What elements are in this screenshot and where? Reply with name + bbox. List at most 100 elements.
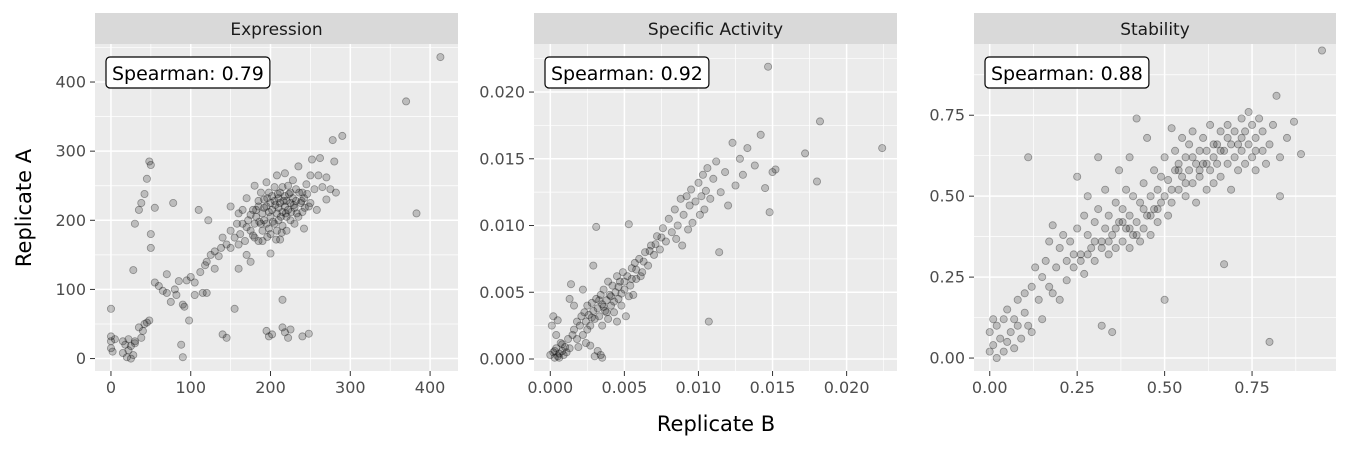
- scatter-point: [1125, 211, 1134, 220]
- scatter-point: [1188, 127, 1197, 136]
- scatter-point: [1132, 114, 1141, 123]
- scatter-point: [561, 342, 570, 351]
- scatter-point: [177, 340, 186, 349]
- scatter-point: [276, 198, 285, 207]
- facet-expression: Expression 0 100 200 300 400 0 100 200 300 400 Spea…: [55, 13, 458, 397]
- spearman-box: [105, 56, 271, 89]
- scatter-point: [1031, 263, 1040, 272]
- scatter-point: [330, 157, 339, 166]
- scatter-point: [1101, 224, 1110, 233]
- scatter-point: [1125, 153, 1134, 162]
- scatter-point: [310, 185, 319, 194]
- scatter-point: [985, 347, 994, 356]
- y-axis-title: Replicate A: [12, 148, 36, 267]
- scatter-point: [1216, 127, 1225, 136]
- scatter-point: [1220, 146, 1229, 155]
- scatter-point: [590, 352, 599, 361]
- scatter-point: [639, 257, 648, 266]
- scatter-point: [584, 310, 593, 319]
- scatter-point: [709, 174, 718, 183]
- scatter-point: [559, 350, 568, 359]
- scatter-point: [107, 344, 116, 353]
- scatter-point: [306, 171, 315, 180]
- scatter-point: [985, 328, 994, 337]
- scatter-point: [318, 183, 327, 192]
- scatter-point: [578, 285, 587, 294]
- y-tick-label: 0.005: [479, 283, 525, 302]
- scatter-point: [1111, 243, 1120, 252]
- scatter-point: [264, 224, 273, 233]
- scatter-point: [570, 301, 579, 310]
- facet-strip: [534, 13, 897, 44]
- scatter-point: [124, 346, 133, 355]
- scatter-point: [294, 162, 303, 171]
- scatter-point: [1167, 124, 1176, 133]
- scatter-point: [816, 117, 825, 126]
- scatter-point: [630, 258, 639, 267]
- scatter-point: [280, 328, 289, 337]
- scatter-point: [735, 154, 744, 163]
- scatter-point: [695, 210, 704, 219]
- x-tick-label: 0.00: [972, 378, 1008, 397]
- scatter-point: [691, 197, 700, 206]
- scatter-point: [587, 313, 596, 322]
- scatter-point: [1188, 179, 1197, 188]
- scatter-point: [570, 325, 579, 334]
- scatter-point: [1195, 166, 1204, 175]
- x-tick-label: 0.005: [601, 378, 647, 397]
- scatter-point: [214, 252, 223, 261]
- scatter-point: [110, 335, 119, 344]
- scatter-point: [272, 226, 281, 235]
- scatter-point: [661, 237, 670, 246]
- x-tick-label: 0.020: [824, 378, 870, 397]
- scatter-point: [1195, 172, 1204, 181]
- y-tick-label: 0.015: [479, 149, 525, 168]
- scatter-point: [602, 296, 611, 305]
- scatter-point: [266, 212, 275, 221]
- scatter-point: [1223, 159, 1232, 168]
- scatter-point: [1258, 146, 1267, 155]
- scatter-point: [638, 268, 647, 277]
- scatter-point: [664, 214, 673, 223]
- scatter-point: [130, 339, 139, 348]
- scatter-point: [190, 290, 199, 299]
- scatter-point: [194, 205, 203, 214]
- scatter-point: [287, 207, 296, 216]
- scatter-point: [1139, 179, 1148, 188]
- scatter-point: [1122, 224, 1131, 233]
- scatter-point: [234, 240, 243, 249]
- facet-strip: [974, 13, 1336, 44]
- scatter-point: [1153, 218, 1162, 227]
- scatter-point: [999, 315, 1008, 324]
- scatter-point: [613, 317, 622, 326]
- scatter-point: [1199, 133, 1208, 142]
- scatter-point: [1297, 150, 1306, 159]
- scatter-point: [264, 188, 273, 197]
- x-tick-label: 400: [415, 378, 446, 397]
- scatter-point: [992, 321, 1001, 330]
- scatter-point: [578, 330, 587, 339]
- scatter-point: [647, 241, 656, 250]
- scatter-point: [624, 220, 633, 229]
- scatter-point: [244, 216, 253, 225]
- scatter-point: [1143, 133, 1152, 142]
- scatter-point: [322, 173, 331, 182]
- scatter-point: [137, 198, 146, 207]
- scatter-point: [629, 290, 638, 299]
- scatter-point: [1244, 108, 1253, 117]
- scatter-point: [279, 196, 288, 205]
- scatter-point: [278, 323, 287, 332]
- scatter-point: [1241, 159, 1250, 168]
- y-tick-label: 0.000: [479, 349, 525, 368]
- scatter-point: [137, 333, 146, 342]
- scatter-point: [126, 354, 135, 363]
- scatter-point: [273, 189, 282, 198]
- scatter-point: [1171, 146, 1180, 155]
- scatter-point: [274, 194, 283, 203]
- scatter-point: [1251, 146, 1260, 155]
- scatter-point: [1013, 295, 1022, 304]
- scatter-point: [706, 194, 715, 203]
- scatter-point: [878, 144, 887, 153]
- scatter-point: [274, 203, 283, 212]
